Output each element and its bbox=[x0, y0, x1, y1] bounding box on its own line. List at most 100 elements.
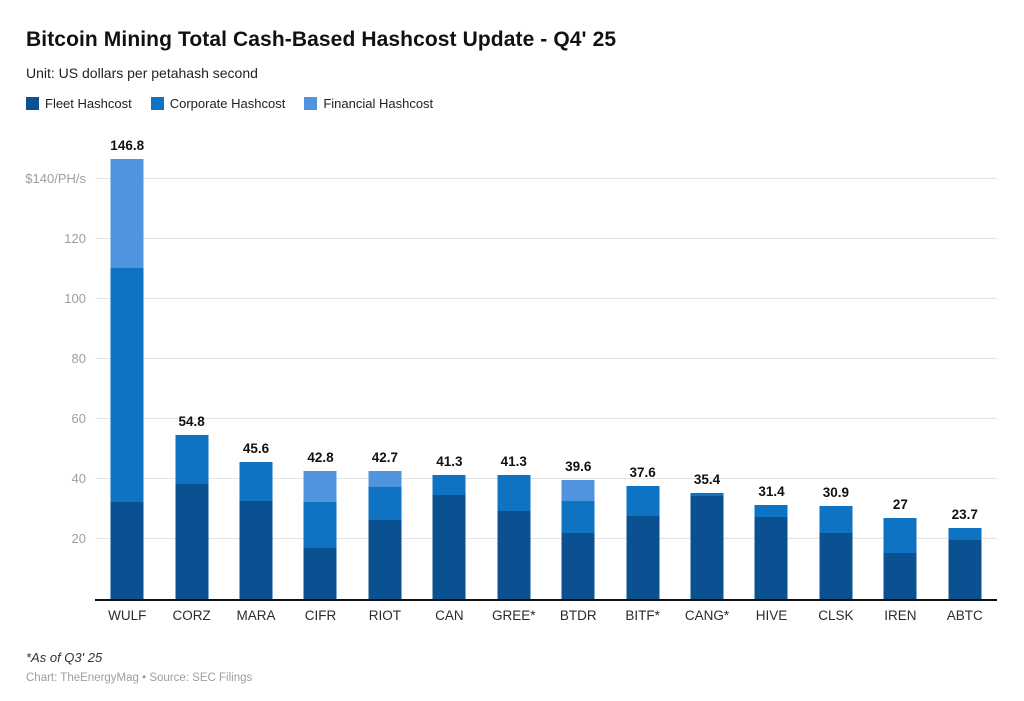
bar-column-cang: 35.4 bbox=[675, 159, 739, 599]
stacked-bar bbox=[368, 470, 402, 599]
bar-column-clsk: 30.9 bbox=[804, 159, 868, 599]
legend-label: Fleet Hashcost bbox=[45, 96, 132, 111]
chart-area: 20 40 60 80 100 120 $140/PH/s 146.8 54.8 45.6 42.8… bbox=[25, 138, 997, 623]
x-axis-label-hive: HIVE bbox=[755, 608, 788, 623]
x-axis-label-bitf: BITF* bbox=[625, 608, 660, 623]
bar-segment-fleet-hashcost bbox=[110, 501, 144, 599]
legend-swatch-financial-icon bbox=[304, 97, 318, 110]
y-axis-tick-label: 60 bbox=[71, 411, 86, 426]
y-axis-tick-label: 120 bbox=[64, 231, 86, 246]
x-axis-label-can: CAN bbox=[435, 608, 464, 623]
bar-column-can: 41.3 bbox=[417, 159, 481, 599]
bar-segment-corporate-hashcost bbox=[561, 501, 595, 533]
bar-segment-fleet-hashcost bbox=[690, 495, 724, 599]
stacked-bar bbox=[948, 527, 982, 599]
x-axis-label-clsk: CLSK bbox=[818, 608, 854, 623]
legend-item-corporate-hashcost: Corporate Hashcost bbox=[150, 96, 286, 111]
bar-total-label: 27 bbox=[892, 497, 908, 512]
x-axis-label-mara: MARA bbox=[236, 608, 276, 623]
legend-label: Corporate Hashcost bbox=[169, 96, 286, 111]
gridline-80 bbox=[95, 358, 997, 359]
bar-segment-corporate-hashcost bbox=[497, 475, 531, 511]
bar-segment-fleet-hashcost bbox=[497, 510, 531, 599]
legend: Fleet Hashcost Corporate Hashcost Financ… bbox=[26, 96, 997, 111]
bar-total-label: 41.3 bbox=[500, 454, 527, 470]
gridline-100 bbox=[95, 298, 997, 299]
bar-segment-corporate-hashcost bbox=[754, 504, 788, 518]
stacked-bar bbox=[497, 475, 531, 599]
bar-segment-fleet-hashcost bbox=[239, 501, 273, 599]
bar-segment-corporate-hashcost bbox=[819, 506, 853, 533]
bar-segment-fleet-hashcost bbox=[819, 533, 853, 599]
bar-column-corz: 54.8 bbox=[159, 159, 223, 599]
bar-column-gree: 41.3 bbox=[482, 159, 546, 599]
bar-column-hive: 31.4 bbox=[739, 159, 803, 599]
bar-segment-fleet-hashcost bbox=[626, 516, 660, 599]
bar-segment-fleet-hashcost bbox=[368, 519, 402, 599]
bar-total-label: 35.4 bbox=[693, 471, 721, 487]
footnote: *As of Q3' 25 bbox=[26, 650, 103, 665]
chart-title: Bitcoin Mining Total Cash-Based Hashcost… bbox=[26, 28, 617, 51]
credit-line: Chart: TheEnergyMag • Source: SEC Filing… bbox=[26, 672, 253, 684]
bar-column-bitf: 37.6 bbox=[610, 159, 674, 599]
bar-column-wulf: 146.8 bbox=[95, 138, 159, 599]
gridline-140 bbox=[95, 178, 997, 179]
bar-segment-corporate-hashcost bbox=[239, 462, 273, 502]
y-axis-tick-label: 40 bbox=[71, 471, 86, 486]
x-axis-label-cang: CANG* bbox=[684, 608, 730, 623]
bar-total-label: 54.8 bbox=[178, 413, 205, 429]
bar-segment-corporate-hashcost bbox=[690, 492, 724, 496]
chart-subtitle: Unit: US dollars per petahash second bbox=[26, 65, 258, 81]
bar-segment-fleet-hashcost bbox=[175, 483, 209, 599]
legend-swatch-corporate-icon bbox=[150, 97, 164, 110]
bar-segment-corporate-hashcost bbox=[368, 486, 402, 520]
bar-segment-corporate-hashcost bbox=[432, 475, 466, 495]
bar-segment-fleet-hashcost bbox=[303, 548, 337, 599]
x-axis-label-abtc: ABTC bbox=[946, 608, 983, 623]
gridline-20 bbox=[95, 538, 997, 539]
bar-segment-corporate-hashcost bbox=[883, 518, 917, 554]
gridline-120 bbox=[95, 238, 997, 239]
stacked-bar bbox=[883, 518, 917, 599]
bar-total-label: 45.6 bbox=[242, 441, 270, 457]
y-axis-tick-label: 20 bbox=[71, 531, 86, 546]
bar-segment-corporate-hashcost bbox=[303, 502, 337, 548]
x-axis-label-cifr: CIFR bbox=[304, 608, 337, 623]
bar-column-riot: 42.7 bbox=[353, 159, 417, 599]
stacked-bar bbox=[239, 462, 273, 599]
x-axis-label-riot: RIOT bbox=[368, 608, 402, 623]
legend-swatch-fleet-icon bbox=[26, 97, 39, 110]
bar-segment-corporate-hashcost bbox=[175, 434, 209, 484]
x-axis-label-btdr: BTDR bbox=[559, 608, 597, 623]
y-axis-tick-label: $140/PH/s bbox=[25, 171, 86, 186]
bar-segment-fleet-hashcost bbox=[948, 539, 982, 599]
bar-segment-fleet-hashcost bbox=[883, 553, 917, 599]
x-axis-label-corz: CORZ bbox=[172, 608, 211, 623]
x-axis-label-gree: GREE* bbox=[492, 608, 536, 623]
bar-total-label: 42.8 bbox=[307, 449, 334, 465]
stacked-bar bbox=[690, 492, 724, 599]
bar-segment-fleet-hashcost bbox=[754, 517, 788, 599]
stacked-bar bbox=[432, 475, 466, 599]
x-axis-label-wulf: WULF bbox=[108, 608, 147, 623]
bar-total-label: 146.8 bbox=[110, 137, 145, 153]
plot-area: 20 40 60 80 100 120 $140/PH/s 146.8 54.8 45.6 42.8… bbox=[25, 138, 997, 601]
stacked-bar bbox=[303, 470, 337, 599]
bar-column-iren: 27 bbox=[868, 159, 932, 599]
gridline-60 bbox=[95, 418, 997, 419]
bar-total-label: 41.3 bbox=[436, 454, 463, 470]
stacked-bar bbox=[626, 486, 660, 599]
stacked-bar bbox=[561, 480, 595, 599]
bar-total-label: 37.6 bbox=[629, 465, 656, 481]
stacked-bar bbox=[110, 158, 144, 599]
legend-label: Financial Hashcost bbox=[323, 96, 434, 111]
stacked-bar bbox=[754, 504, 788, 599]
bar-column-btdr: 39.6 bbox=[546, 159, 610, 599]
bar-total-label: 39.6 bbox=[565, 459, 592, 475]
legend-item-financial-hashcost: Financial Hashcost bbox=[304, 96, 433, 111]
bar-column-abtc: 23.7 bbox=[933, 159, 997, 599]
bar-segment-financial-hashcost bbox=[368, 470, 402, 487]
stacked-bar bbox=[819, 506, 853, 599]
bar-segment-fleet-hashcost bbox=[432, 494, 466, 599]
